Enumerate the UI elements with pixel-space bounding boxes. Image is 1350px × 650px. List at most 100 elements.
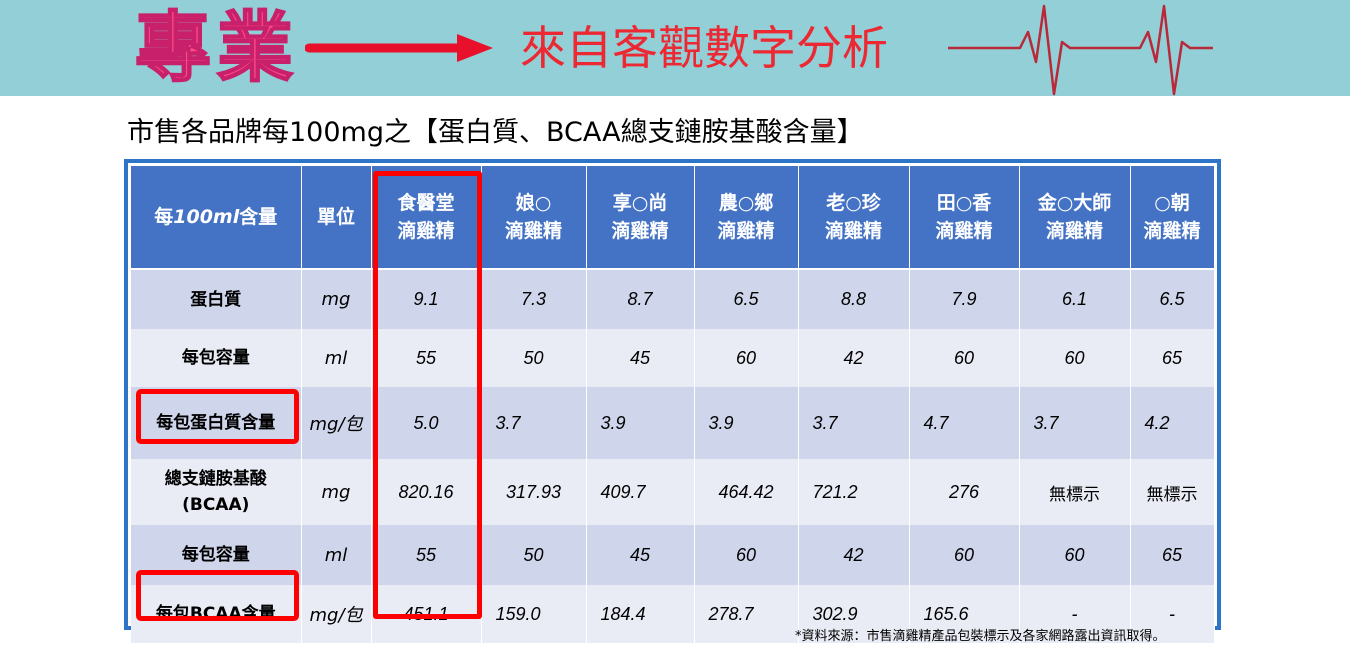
cell-value: -	[1130, 585, 1215, 643]
cell-value: 65	[1130, 329, 1215, 387]
header-metric-prefix: 每	[154, 206, 174, 228]
brand-name: 食醫堂	[397, 192, 455, 214]
cell-value: 60	[694, 329, 799, 387]
brand-product: 滴雞精	[1045, 220, 1103, 242]
table-row: 每包容量 ml 55 50 45 60 42 60 60 65	[131, 329, 1215, 387]
table-row: 每包蛋白質含量 mg/包 5.0 3.7 3.9 3.9 3.7 4.7 3.7…	[131, 387, 1215, 459]
table-subtitle: 市售各品牌每100mg之【蛋白質、BCAA總支鏈胺基酸含量】	[127, 117, 864, 148]
cell-value: 60	[1019, 525, 1131, 585]
brand-name: 田○香	[936, 192, 992, 214]
cell-value: 165.6	[909, 585, 1020, 643]
table-row: 每包容量 ml 55 50 45 60 42 60 60 65	[131, 525, 1215, 585]
cell-value: 55	[371, 525, 482, 585]
row-unit: mg/包	[301, 585, 372, 643]
table-header-row: 每100ml含量 單位 食醫堂 滴雞精 娘○ 滴雞精 享○尚 滴雞精 農○鄉 滴雞精 老…	[131, 166, 1215, 270]
brand-name: 享○尚	[612, 192, 668, 214]
cell-value: 276	[909, 459, 1020, 525]
cell-value: 65	[1130, 525, 1215, 585]
cell-value: 464.42	[694, 459, 799, 525]
brand-name: 娘○	[515, 192, 552, 214]
cell-value: -	[1019, 585, 1131, 643]
brand-product: 滴雞精	[935, 220, 993, 242]
cell-value: 60	[909, 329, 1020, 387]
brand-name: 金○大師	[1037, 192, 1112, 214]
brand-product: 滴雞精	[611, 220, 669, 242]
header-unit: 單位	[301, 166, 372, 270]
row-label: 總支鏈胺基酸 (BCAA)	[131, 459, 302, 525]
cell-value: 45	[586, 525, 695, 585]
cell-value: 3.7	[798, 387, 910, 459]
banner-main-title: 專業	[134, 3, 299, 93]
cell-value: 3.7	[481, 387, 587, 459]
header-brand: 老○珍滴雞精	[798, 166, 910, 270]
cell-value: 3.9	[586, 387, 695, 459]
cell-value: 278.7	[694, 585, 799, 643]
source-footnote: *資料來源：市售滴雞精產品包裝標示及各家網路露出資訊取得。	[795, 629, 1166, 644]
brand-name: ○朝	[1154, 192, 1190, 214]
row-label: 蛋白質	[131, 269, 302, 329]
highlight-brand-column	[373, 171, 482, 619]
cell-value: 820.16	[371, 459, 482, 525]
highlight-bcaa-row-label	[136, 570, 299, 621]
cell-value: 302.9	[798, 585, 910, 643]
cell-value: 409.7	[586, 459, 695, 525]
header-brand: 農○鄉滴雞精	[694, 166, 799, 270]
cell-value: 4.7	[909, 387, 1020, 459]
comparison-table: 每100ml含量 單位 食醫堂 滴雞精 娘○ 滴雞精 享○尚 滴雞精 農○鄉 滴雞精 老…	[131, 166, 1215, 643]
table-row: 蛋白質 mg 9.1 7.3 8.7 6.5 8.8 7.9 6.1 6.5	[131, 269, 1215, 329]
cell-value: 60	[909, 525, 1020, 585]
header-brand: ○朝滴雞精	[1130, 166, 1215, 270]
header-metric-italic: 100ml	[173, 206, 240, 228]
header-brand: 娘○ 滴雞精	[481, 166, 587, 270]
row-unit: ml	[301, 525, 372, 585]
row-label: 每包容量	[131, 525, 302, 585]
cell-value: 42	[798, 329, 910, 387]
cell-value: 9.1	[371, 269, 482, 329]
banner-subtitle: 來自客觀數字分析	[520, 21, 888, 75]
row-label: 每包容量	[131, 329, 302, 387]
brand-product: 滴雞精	[1143, 220, 1201, 242]
cell-value: 8.8	[798, 269, 910, 329]
row-label-line: (BCAA)	[182, 495, 250, 515]
row-unit: mg	[301, 459, 372, 525]
cell-value: 6.5	[1130, 269, 1215, 329]
cell-value: 3.9	[694, 387, 799, 459]
cell-value: 50	[481, 525, 587, 585]
row-label: 每包蛋白質含量	[131, 387, 302, 459]
header-metric: 每100ml含量	[131, 166, 302, 270]
brand-name: 農○鄉	[718, 192, 774, 214]
cell-value: 7.3	[481, 269, 587, 329]
cell-value: 7.9	[909, 269, 1020, 329]
brand-name: 老○珍	[826, 192, 881, 214]
heartbeat-line-icon	[948, 4, 1213, 96]
cell-value: 60	[1019, 329, 1131, 387]
header-brand: 田○香滴雞精	[909, 166, 1020, 270]
cell-value: 184.4	[586, 585, 695, 643]
header-metric-suffix: 含量	[239, 206, 278, 228]
table-row: 總支鏈胺基酸 (BCAA) mg 820.16 317.93 409.7 464.…	[131, 459, 1215, 525]
title-banner: 專業 來自客觀數字分析	[0, 0, 1350, 96]
cell-value: 55	[371, 329, 482, 387]
row-unit: ml	[301, 329, 372, 387]
row-unit: mg/包	[301, 387, 372, 459]
cell-value: 3.7	[1019, 387, 1131, 459]
row-unit: mg	[301, 269, 372, 329]
cell-value: 159.0	[481, 585, 587, 643]
cell-value: 721.2	[798, 459, 910, 525]
row-label-line: 總支鏈胺基酸	[164, 469, 267, 489]
header-brand: 享○尚滴雞精	[586, 166, 695, 270]
cell-value: 50	[481, 329, 587, 387]
header-brand: 食醫堂 滴雞精	[371, 166, 482, 270]
brand-product: 滴雞精	[717, 220, 775, 242]
highlight-protein-row-label	[136, 389, 299, 444]
cell-value: 42	[798, 525, 910, 585]
cell-value: 8.7	[586, 269, 695, 329]
cell-value: 4.2	[1130, 387, 1215, 459]
cell-value: 無標示	[1019, 459, 1131, 525]
cell-value: 6.5	[694, 269, 799, 329]
header-brand: 金○大師滴雞精	[1019, 166, 1131, 270]
cell-value: 317.93	[481, 459, 587, 525]
cell-value: 45	[586, 329, 695, 387]
brand-product: 滴雞精	[824, 220, 882, 242]
cell-value: 無標示	[1130, 459, 1215, 525]
